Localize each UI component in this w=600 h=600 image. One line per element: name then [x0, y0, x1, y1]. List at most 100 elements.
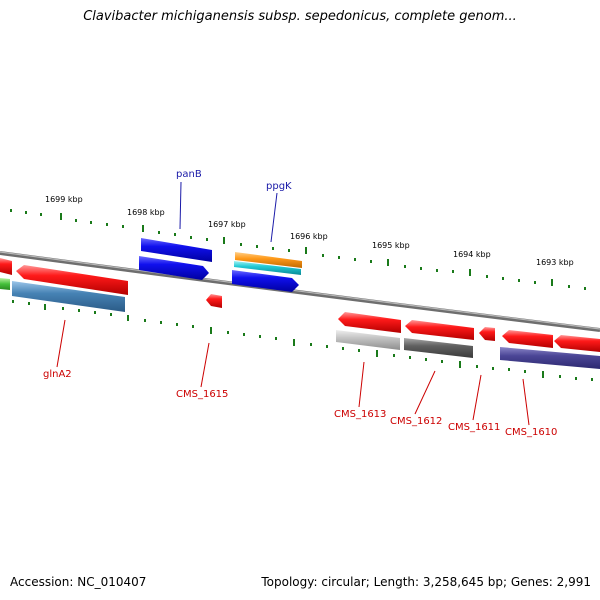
ruler-label-1698: 1698 kbp [127, 208, 165, 217]
ruler-dot [441, 360, 443, 363]
ruler-major-tick [142, 225, 144, 232]
ruler-major-tick [542, 371, 544, 378]
label-CMS_1612[interactable]: CMS_1612 [390, 416, 442, 427]
gene-panB[interactable] [141, 238, 212, 262]
ruler-major-tick [44, 304, 46, 310]
ruler-major-tick [210, 327, 212, 334]
ruler-dot [243, 333, 245, 336]
ruler-major-tick [305, 247, 307, 254]
ruler-label-1697: 1697 kbp [208, 220, 246, 229]
ruler-dot [288, 249, 290, 252]
ruler-dot [322, 254, 324, 257]
ruler-major-tick [293, 339, 295, 346]
ruler-dot [310, 343, 312, 346]
ruler-dot [272, 247, 274, 250]
ruler-label-1694: 1694 kbp [453, 250, 491, 259]
label-ppgK[interactable]: ppgK [266, 181, 292, 192]
gene-CMS_1610[interactable] [500, 347, 600, 369]
ruler-dot [518, 279, 520, 282]
leader-line-CMS_1610 [522, 378, 530, 426]
ruler-label-1693: 1693 kbp [536, 258, 574, 267]
ruler-dot [358, 349, 360, 352]
gene-feature-green-edge[interactable] [0, 278, 10, 290]
ruler-dot [75, 219, 77, 222]
ruler-dot [354, 258, 356, 261]
label-glnA2[interactable]: glnA2 [43, 369, 72, 380]
gene-feature-cyan[interactable] [234, 261, 301, 275]
ruler-major-tick [60, 213, 62, 220]
ruler-dot [259, 335, 261, 338]
gene-glnA2[interactable] [12, 281, 125, 312]
leader-line-panB [179, 181, 182, 230]
ruler-dot [192, 325, 194, 328]
ruler-dot [206, 238, 208, 241]
label-CMS_1613[interactable]: CMS_1613 [334, 409, 386, 420]
gene-feature-red-1613[interactable] [338, 312, 401, 333]
ruler-dot [176, 323, 178, 326]
ruler-major-tick [459, 361, 461, 368]
label-CMS_1611[interactable]: CMS_1611 [448, 422, 500, 433]
ruler-label-1699: 1699 kbp [45, 195, 83, 204]
gene-feature-red-left[interactable] [16, 265, 128, 295]
ruler-dot [94, 311, 96, 314]
genome-summary-text: Topology: circular; Length: 3,258,645 bp… [261, 575, 591, 589]
outer-ruler [10, 209, 586, 290]
gene-feature-red-1612[interactable] [405, 320, 474, 340]
ruler-major-tick [376, 350, 378, 357]
ruler-dot [452, 270, 454, 273]
ruler-major-tick [387, 259, 389, 266]
ruler-dot [502, 277, 504, 280]
gene-feature-blue-2[interactable] [232, 270, 299, 292]
ruler-dot [227, 331, 229, 334]
ruler-major-tick [469, 269, 471, 276]
ruler-dot [508, 368, 510, 371]
ruler-dot [240, 243, 242, 246]
label-CMS_1610[interactable]: CMS_1610 [505, 427, 557, 438]
ruler-label-1695: 1695 kbp [372, 241, 410, 250]
inner-ruler [12, 300, 593, 381]
gene-ppgK[interactable] [235, 252, 302, 268]
leader-line-CMS_1613 [358, 361, 365, 408]
accession-text: Accession: NC_010407 [10, 575, 147, 589]
ruler-dot [90, 221, 92, 224]
leader-line-CMS_1611 [472, 374, 482, 421]
ruler-major-tick [223, 237, 225, 244]
ruler-dot [190, 236, 192, 239]
ruler-dot [40, 213, 42, 216]
gene-CMS_1613[interactable] [336, 330, 400, 350]
gene-feature-left-edge[interactable] [0, 258, 12, 275]
leader-line-glnA2 [56, 319, 66, 368]
ruler-dot [12, 300, 14, 303]
ruler-dot [160, 321, 162, 324]
leader-line-ppgK [270, 192, 278, 243]
ruler-dot [575, 377, 577, 380]
gene-CMS_1615[interactable] [206, 294, 222, 308]
ruler-dot [584, 287, 586, 290]
ruler-dot [425, 358, 427, 361]
ruler-dot [110, 313, 112, 316]
ruler-dot [144, 319, 146, 322]
gene-CMS_1611[interactable] [479, 327, 495, 341]
ruler-dot [524, 370, 526, 373]
leader-line-CMS_1615 [200, 342, 210, 388]
ruler-dot [158, 231, 160, 234]
ruler-dot [476, 365, 478, 368]
ruler-dot [256, 245, 258, 248]
gene-feature-red-right[interactable] [554, 335, 600, 352]
ruler-dot [559, 375, 561, 378]
leader-line-CMS_1612 [414, 370, 436, 415]
gene-feature-red-1610[interactable] [502, 330, 553, 348]
gene-feature-blue[interactable] [139, 256, 209, 280]
ruler-label-1696: 1696 kbp [290, 232, 328, 241]
label-panB[interactable]: panB [176, 169, 202, 180]
ruler-dot [393, 354, 395, 357]
ruler-dot [174, 233, 176, 236]
ruler-dot [370, 260, 372, 263]
gene-CMS_1612[interactable] [404, 338, 473, 358]
ruler-dot [28, 302, 30, 305]
chromosome-backbone [0, 251, 600, 332]
ruler-dot [436, 269, 438, 272]
ruler-dot [534, 281, 536, 284]
label-CMS_1615[interactable]: CMS_1615 [176, 389, 228, 400]
